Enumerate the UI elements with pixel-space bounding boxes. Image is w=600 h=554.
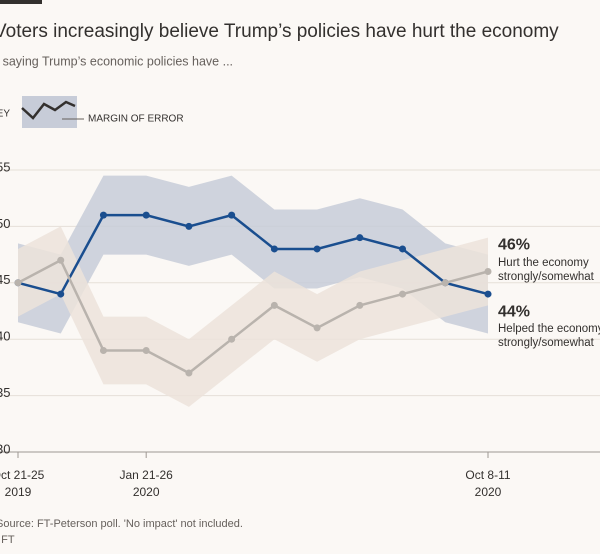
point [228, 335, 236, 343]
value-label: 46% [498, 237, 530, 254]
point [57, 290, 65, 298]
x-tick-label: Jan 21-26 [119, 468, 173, 482]
y-tick-label: 30 [0, 441, 10, 456]
point [399, 245, 407, 253]
point [185, 369, 193, 377]
chart-subtitle: % saying Trump’s economic policies have … [0, 54, 233, 68]
point [228, 211, 236, 219]
series-line [17, 213, 489, 296]
key-band [22, 96, 77, 128]
x-tick-label: Oct 21-25 [0, 468, 45, 482]
point [313, 245, 321, 253]
point [57, 256, 65, 264]
y-tick-label: 35 [0, 385, 10, 400]
y-tick-label: 45 [0, 272, 10, 287]
point [484, 268, 492, 276]
x-tick-label: Oct 8-11 [465, 468, 510, 482]
x-tick-label: 2019 [5, 485, 32, 499]
source: Source: FT-Peterson poll. 'No impact' no… [0, 518, 243, 530]
point [142, 346, 150, 354]
x-tick-label: 2020 [133, 485, 160, 499]
title-bar [0, 0, 42, 4]
y-tick-label: 40 [0, 329, 10, 344]
key-line [21, 100, 76, 120]
value-label: 44% [498, 303, 530, 320]
point [99, 211, 107, 219]
x-tick-label: 2020 [475, 485, 502, 499]
series-line [17, 258, 489, 375]
y-tick-label: 50 [0, 216, 10, 231]
point [14, 279, 22, 287]
point [142, 211, 150, 219]
point [270, 245, 278, 253]
point [270, 301, 278, 309]
point [185, 222, 193, 230]
chart-title: Voters increasingly believe Trump’s poli… [0, 21, 559, 42]
point [356, 301, 364, 309]
point [356, 234, 364, 242]
point [484, 290, 492, 298]
point [99, 346, 107, 354]
y-tick-label: 55 [0, 159, 10, 174]
point [399, 290, 407, 298]
error-band [18, 226, 488, 407]
series-name: Helped the economy strongly/somewhat [498, 323, 600, 350]
point [441, 279, 449, 287]
key-label: KEY [0, 109, 10, 120]
series-name: Hurt the economy strongly/somewhat [498, 256, 594, 283]
band-label: MARGIN OF ERROR [88, 114, 184, 125]
credit: © FT [0, 534, 15, 546]
point [313, 324, 321, 332]
